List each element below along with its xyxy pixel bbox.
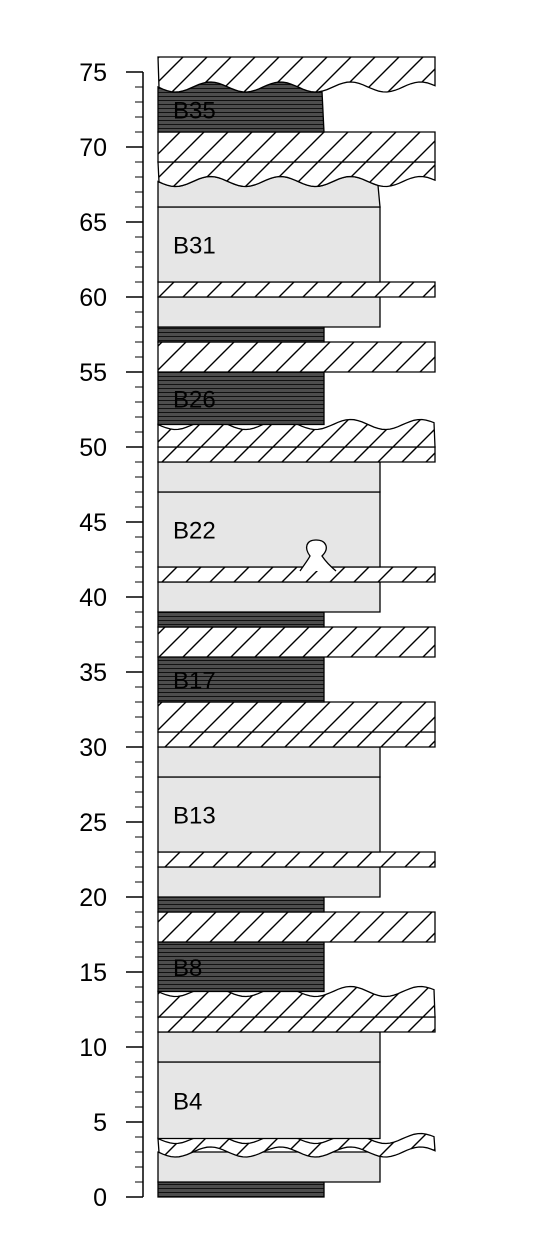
bed-light-b14 <box>157 746 381 778</box>
bed-hatch-b16 <box>157 701 436 733</box>
bed-light-b2 <box>157 1151 381 1183</box>
bed-light-b11 <box>157 866 381 898</box>
bed-label-b35: B35 <box>173 98 216 125</box>
bed-light-b23 <box>157 461 381 493</box>
bed-hatch-b3 <box>157 1132 436 1158</box>
tick-label: 55 <box>79 359 107 387</box>
bed-dark-b28 <box>157 326 325 343</box>
bed-hatch-b21 <box>157 566 436 583</box>
tick-label: 5 <box>93 1109 107 1137</box>
tick-label: 35 <box>79 659 107 687</box>
tick-label: 0 <box>93 1184 107 1212</box>
tick-label: 30 <box>79 734 107 762</box>
bed-hatch-b27 <box>157 341 436 373</box>
bed-dark-b1 <box>157 1181 325 1198</box>
bed-hatch-b12 <box>157 851 436 868</box>
bed-light-b29 <box>157 296 381 328</box>
bed-label-b4: B4 <box>173 1088 202 1115</box>
tick-label: 25 <box>79 809 107 837</box>
bed-hatch-b18 <box>157 626 436 658</box>
bed-label-b17: B17 <box>173 668 216 695</box>
tick-label: 70 <box>79 134 107 162</box>
tick-label: 20 <box>79 884 107 912</box>
bed-light-b5 <box>157 1031 381 1063</box>
tick-label: 45 <box>79 509 107 537</box>
tick-label: 15 <box>79 959 107 987</box>
tick-label: 65 <box>79 209 107 237</box>
depth-axis: 0 5 10 15 20 25 30 35 40 45 50 55 60 65 70 75 <box>79 59 144 1212</box>
tick-label: 10 <box>79 1034 107 1062</box>
bed-hatch-b36 <box>157 56 436 93</box>
bed-label-b26: B26 <box>173 386 216 413</box>
bed-label-b13: B13 <box>173 803 216 830</box>
bed-label-b22: B22 <box>173 518 216 545</box>
bed-hatch-b30 <box>157 281 436 298</box>
bed-dark-b10 <box>157 896 325 913</box>
soft-sediment-deformation-symbol <box>299 539 337 572</box>
bed-hatch-b15 <box>157 731 436 748</box>
bed-labels-layer: B4 B8 B13 B17 B22 B26 B31 B35 <box>173 98 337 1115</box>
bed-label-b8: B8 <box>173 955 202 982</box>
tick-label: 40 <box>79 584 107 612</box>
bed-hatch-b33 <box>157 161 436 188</box>
tick-label: 75 <box>79 59 107 87</box>
bed-light-b20 <box>157 581 381 613</box>
bed-hatch-b24 <box>157 446 436 463</box>
bed-hatch-b34 <box>157 131 436 163</box>
beds-layer <box>157 56 436 1198</box>
bed-dark-b19 <box>157 611 325 628</box>
bed-hatch-b6 <box>157 1016 436 1033</box>
bed-hatch-b9 <box>157 911 436 943</box>
tick-label: 60 <box>79 284 107 312</box>
bed-label-b31: B31 <box>173 233 216 260</box>
tick-label: 50 <box>79 434 107 462</box>
